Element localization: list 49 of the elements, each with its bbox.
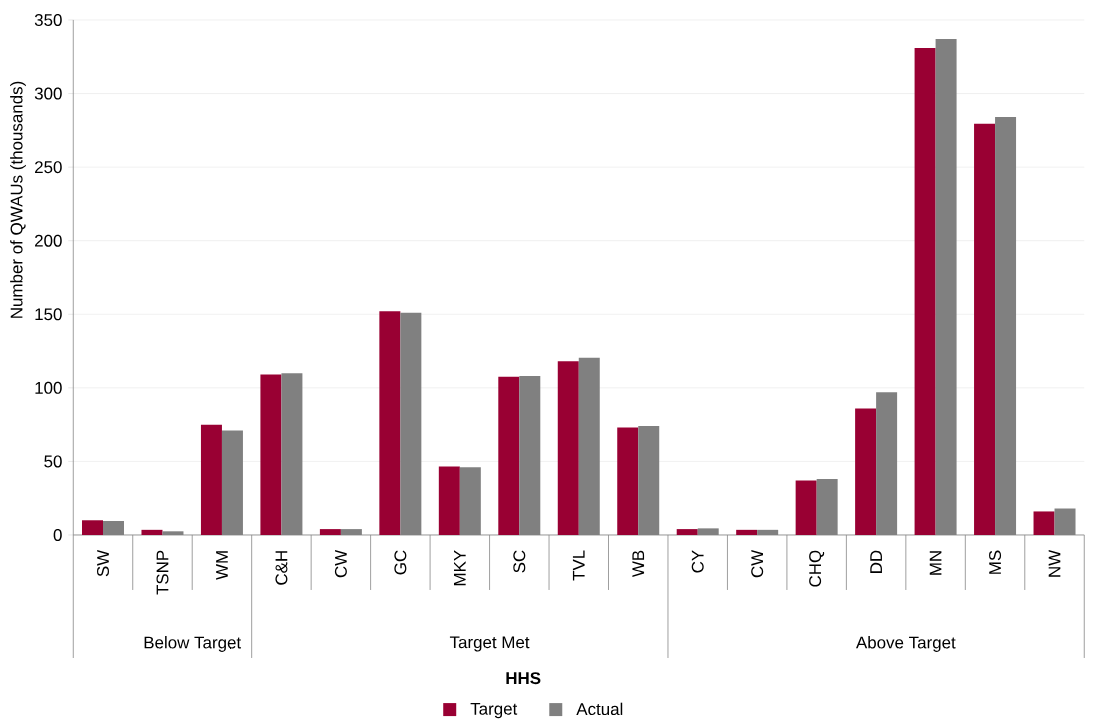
x-tick-label: CY bbox=[691, 550, 704, 573]
bar bbox=[736, 529, 758, 535]
legend-label: Actual bbox=[576, 702, 623, 716]
y-tick-label: 0 bbox=[53, 528, 62, 541]
bar bbox=[141, 529, 163, 535]
bar bbox=[319, 529, 341, 535]
bar bbox=[795, 480, 817, 535]
x-tick-label: MS bbox=[989, 550, 1002, 574]
x-tick-label: C&H bbox=[275, 551, 288, 585]
text: Below Target bbox=[144, 636, 242, 652]
text: Target Met bbox=[449, 636, 530, 652]
x-tick-label: SC bbox=[513, 550, 526, 573]
x-tick-label: TVL bbox=[572, 550, 585, 581]
bar bbox=[617, 427, 639, 535]
x-tick-label: NW bbox=[1048, 549, 1061, 577]
x-tick-label: CW bbox=[334, 549, 347, 578]
y-tick-label: 150 bbox=[35, 308, 62, 321]
y-tick-label: 50 bbox=[44, 455, 62, 468]
bar bbox=[914, 47, 936, 535]
bar bbox=[498, 376, 520, 535]
y-axis-title: Number of QWAUs (thousands) bbox=[10, 81, 26, 318]
text: Above Target bbox=[855, 636, 956, 652]
bar bbox=[1033, 511, 1055, 535]
x-tick-label: TSNP bbox=[156, 550, 169, 595]
x-tick-label: DD bbox=[870, 550, 882, 573]
x-tick-label: CHQ bbox=[809, 550, 825, 587]
x-tick-label: MN bbox=[929, 551, 942, 575]
x-tick-label: GC bbox=[394, 550, 407, 575]
bar bbox=[676, 529, 698, 535]
x-tick-label: MKY bbox=[454, 550, 466, 586]
x-tick-label: WM bbox=[216, 551, 228, 580]
bar bbox=[557, 361, 579, 535]
x-tick-label: SW bbox=[97, 549, 110, 577]
bar bbox=[974, 123, 996, 535]
y-tick-label: 200 bbox=[35, 234, 62, 247]
x-tick-label: WB bbox=[632, 550, 645, 578]
bar bbox=[200, 424, 222, 535]
y-tick-label: 300 bbox=[34, 87, 62, 100]
bar bbox=[379, 311, 401, 535]
x-tick-label: CW bbox=[751, 549, 764, 578]
bar bbox=[438, 466, 460, 535]
legend-label: Target bbox=[470, 702, 518, 719]
bar bbox=[855, 408, 877, 535]
y-tick-label: 100 bbox=[35, 381, 62, 394]
x-axis-title: HHS bbox=[506, 672, 541, 685]
y-tick-label: 250 bbox=[35, 161, 62, 174]
y-tick-label: 350 bbox=[34, 13, 62, 26]
bar bbox=[82, 520, 104, 535]
bar bbox=[260, 374, 282, 535]
